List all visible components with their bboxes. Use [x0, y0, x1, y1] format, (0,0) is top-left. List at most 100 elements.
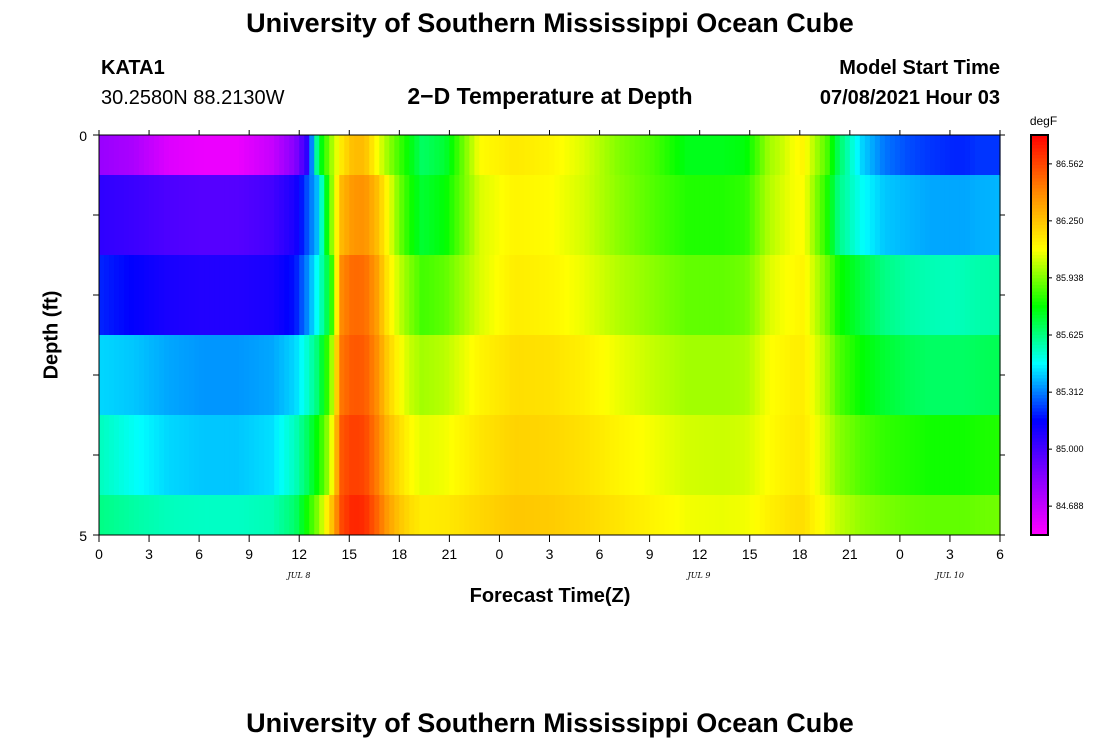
heatmap-cell	[374, 415, 380, 496]
heatmap-cell	[759, 255, 766, 336]
heatmap-cell	[169, 255, 175, 336]
heatmap-cell	[734, 415, 741, 496]
heatmap-cell	[304, 135, 310, 176]
heatmap-cell	[744, 175, 751, 256]
heatmap-cell	[764, 415, 771, 496]
heatmap-cell	[954, 415, 961, 496]
heatmap-cell	[559, 255, 566, 336]
heatmap-cell	[849, 495, 856, 536]
heatmap-cell	[119, 335, 125, 416]
heatmap-cell	[459, 415, 466, 496]
heatmap-cell	[439, 175, 445, 256]
heatmap-cell	[609, 255, 616, 336]
heatmap-cell	[644, 415, 651, 496]
heatmap-cell	[789, 175, 796, 256]
heatmap-cell	[189, 135, 195, 176]
heatmap-cell	[429, 495, 435, 536]
heatmap-cell	[264, 135, 270, 176]
heatmap-cell	[204, 175, 210, 256]
heatmap-cell	[969, 175, 976, 256]
x-tick-label: 6	[996, 546, 1004, 562]
heatmap-cell	[904, 135, 911, 176]
heatmap-cell	[929, 495, 936, 536]
colorbar-segment	[1031, 151, 1048, 156]
heatmap-cell	[619, 135, 626, 176]
heatmap-cell	[449, 135, 455, 176]
heatmap-cell	[729, 415, 736, 496]
x-tick-label: 21	[442, 546, 458, 562]
heatmap-cell	[324, 335, 330, 416]
heatmap-cell	[479, 175, 486, 256]
heatmap-cell	[344, 175, 350, 256]
heatmap-cell	[204, 255, 210, 336]
heatmap-cell	[629, 495, 636, 536]
heatmap-cell	[614, 255, 621, 336]
heatmap-cell	[599, 495, 606, 536]
heatmap-cell	[899, 495, 906, 536]
heatmap-cell	[289, 415, 295, 496]
heatmap-cell	[929, 415, 936, 496]
heatmap-cell	[374, 135, 380, 176]
heatmap-cell	[754, 415, 761, 496]
heatmap-cell	[989, 175, 996, 256]
heatmap-cell	[689, 135, 696, 176]
heatmap-cell	[459, 135, 466, 176]
heatmap-cell	[169, 415, 175, 496]
heatmap-cell	[499, 495, 506, 536]
heatmap-cell	[184, 135, 190, 176]
heatmap-cell	[489, 495, 496, 536]
heatmap-cell	[144, 175, 150, 256]
heatmap-cell	[614, 335, 621, 416]
heatmap-cell	[264, 335, 270, 416]
date-label: JUL 8	[286, 571, 311, 580]
heatmap-cell	[749, 175, 756, 256]
heatmap-cell	[334, 175, 340, 256]
heatmap-cell	[249, 415, 255, 496]
heatmap-cell	[754, 175, 761, 256]
heatmap-cell	[964, 255, 971, 336]
heatmap-cell	[474, 495, 481, 536]
heatmap-cell	[339, 135, 345, 176]
heatmap-cell	[569, 415, 576, 496]
heatmap-cell	[104, 175, 110, 256]
heatmap-cell	[984, 335, 991, 416]
heatmap-cell	[944, 175, 951, 256]
heatmap-cell	[769, 495, 776, 536]
heatmap-cell	[299, 255, 305, 336]
heatmap-cell	[559, 135, 566, 176]
heatmap-cell	[679, 135, 686, 176]
x-tick-label: 18	[792, 546, 808, 562]
heatmap-cell	[644, 335, 651, 416]
heatmap-cell	[319, 335, 325, 416]
colorbar-segment	[1031, 401, 1048, 406]
colorbar-segment	[1031, 305, 1048, 309]
heatmap-cell	[899, 175, 906, 256]
heatmap-cell	[134, 495, 140, 536]
x-axis-label: Forecast Time(Z)	[469, 585, 631, 607]
colorbar-segment	[1031, 495, 1048, 499]
heatmap-cell	[374, 335, 380, 416]
model-start-time: 07/08/2021 Hour 03	[819, 87, 1000, 109]
heatmap-cell	[894, 135, 901, 176]
colorbar-segment	[1031, 415, 1048, 419]
heatmap-cell	[219, 495, 225, 536]
heatmap-cell	[354, 135, 360, 176]
heatmap-cell	[709, 255, 716, 336]
heatmap-cell	[834, 255, 841, 336]
heatmap-cell	[294, 415, 300, 496]
colorbar-segment	[1031, 301, 1048, 306]
colorbar-segment	[1031, 248, 1048, 253]
heatmap-cell	[664, 135, 671, 176]
colorbar-segment	[1031, 258, 1048, 263]
heatmap-cell	[184, 175, 190, 256]
heatmap-cell	[389, 175, 395, 256]
heatmap-cell	[594, 335, 601, 416]
heatmap-cell	[754, 495, 761, 536]
heatmap-cell	[114, 175, 120, 256]
colorbar-segment	[1031, 271, 1048, 276]
heatmap-cell	[934, 415, 941, 496]
heatmap-cell	[829, 175, 836, 256]
heatmap-cell	[964, 495, 971, 536]
heatmap-cell	[524, 255, 531, 336]
colorbar-segment	[1031, 221, 1048, 226]
